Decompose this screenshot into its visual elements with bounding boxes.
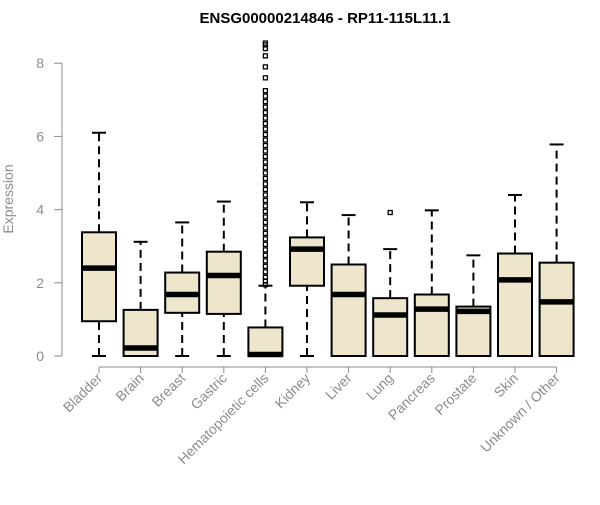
iqr-box <box>289 236 325 287</box>
outlier-point <box>262 75 269 81</box>
outlier-point <box>262 269 269 275</box>
outlier-point <box>262 192 269 198</box>
outlier-point <box>262 208 269 215</box>
outlier-point <box>262 214 269 220</box>
iqr-box <box>81 231 117 323</box>
y-axis-label: Expression <box>0 164 16 233</box>
outlier-point <box>262 181 269 187</box>
outlier-point <box>262 115 269 121</box>
outlier-point <box>262 40 269 46</box>
outlier-point <box>262 274 269 280</box>
outlier-point <box>262 88 269 94</box>
x-category-label: Lung <box>363 370 396 403</box>
iqr-box <box>538 261 575 358</box>
outlier-point <box>262 258 269 264</box>
box-group <box>122 240 159 358</box>
box-group <box>81 131 117 357</box>
outlier-point <box>262 164 269 171</box>
outlier-point <box>262 219 269 226</box>
box-group <box>372 209 409 357</box>
iqr-box <box>205 250 242 315</box>
outlier-point <box>262 142 269 149</box>
outlier-point <box>262 153 269 160</box>
outlier-point <box>262 120 269 127</box>
box-group <box>330 214 367 357</box>
outlier-point <box>262 170 269 176</box>
outlier-point <box>262 53 269 59</box>
box-group <box>205 200 242 357</box>
iqr-box <box>372 297 409 357</box>
iqr-box <box>330 263 367 357</box>
outlier-point <box>262 104 269 110</box>
y-axis: 0 2 4 6 8 <box>36 55 63 364</box>
outlier-point <box>262 225 269 231</box>
box-group <box>413 209 450 357</box>
outlier-point <box>262 203 269 209</box>
y-tick-label: 2 <box>36 275 44 291</box>
x-category-label: Skin <box>491 370 522 401</box>
iqr-box <box>455 305 492 357</box>
outlier-point <box>262 247 269 253</box>
x-category-label: Kidney <box>272 370 314 412</box>
x-category-label: Liver <box>322 370 355 403</box>
outlier-point <box>262 186 269 193</box>
x-category-label: Breast <box>148 370 188 410</box>
box-group <box>247 40 284 358</box>
box-group <box>497 193 533 358</box>
box-group <box>455 254 492 357</box>
y-tick-label: 4 <box>36 202 44 218</box>
outlier-point <box>262 241 269 248</box>
outlier-point <box>262 159 269 165</box>
x-category-label: Prostate <box>431 370 479 418</box>
plot-area <box>81 40 575 358</box>
x-category-label: Brain <box>112 370 146 404</box>
box-group <box>289 201 325 357</box>
y-tick-label: 6 <box>36 128 44 144</box>
outlier-point <box>387 209 393 216</box>
iqr-box <box>497 252 533 358</box>
x-category-label: Bladder <box>60 370 106 416</box>
outlier-point <box>262 263 269 269</box>
outlier-point <box>262 93 269 99</box>
chart-title: ENSG00000214846 - RP11-115L11.1 <box>199 10 450 27</box>
y-tick-label: 0 <box>36 348 44 364</box>
outlier-point <box>262 197 269 204</box>
outlier-point <box>262 148 269 154</box>
iqr-box <box>413 293 450 357</box>
outlier-point <box>262 131 269 138</box>
iqr-box <box>247 326 284 357</box>
outlier-point <box>262 126 269 132</box>
outlier-point <box>262 230 269 237</box>
outlier-point <box>262 109 269 116</box>
box-group <box>538 143 575 358</box>
box-group <box>164 221 201 357</box>
outlier-point <box>262 137 269 143</box>
outlier-point <box>262 252 269 259</box>
outlier-point <box>262 236 269 242</box>
outlier-point <box>262 64 269 70</box>
outlier-point <box>262 175 269 182</box>
y-tick-label: 8 <box>36 55 44 71</box>
x-category-label: Unknown / Other <box>477 370 563 456</box>
outlier-point <box>262 98 269 105</box>
